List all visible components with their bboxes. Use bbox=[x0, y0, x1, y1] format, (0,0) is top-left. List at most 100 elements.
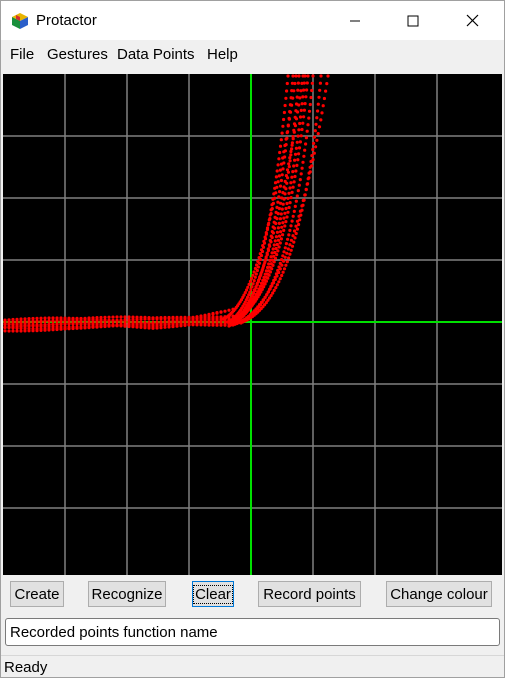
gesture-point bbox=[272, 288, 276, 292]
gesture-point bbox=[306, 182, 310, 186]
gesture-point bbox=[207, 313, 211, 317]
gesture-point bbox=[322, 96, 326, 101]
gesture-point bbox=[268, 287, 272, 291]
gesture-point bbox=[294, 146, 298, 150]
gesture-point bbox=[292, 89, 296, 93]
function-name-input[interactable] bbox=[5, 618, 500, 646]
gesture-point bbox=[261, 278, 265, 282]
menu-gestures[interactable]: Gestures bbox=[47, 46, 108, 63]
gesture-point bbox=[47, 319, 51, 323]
gesture-point bbox=[103, 315, 107, 319]
gesture-point bbox=[199, 315, 203, 319]
gesture-point bbox=[27, 329, 31, 333]
change-colour-button[interactable]: Change colour bbox=[386, 581, 492, 607]
gesture-point bbox=[283, 179, 287, 183]
gesture-point bbox=[23, 326, 27, 331]
gesture-point bbox=[296, 134, 300, 138]
gesture-point bbox=[284, 96, 288, 100]
gesture-point bbox=[7, 322, 11, 326]
gesture-point bbox=[296, 81, 300, 85]
gesture-point bbox=[27, 317, 31, 321]
gesture-point bbox=[159, 324, 163, 328]
gesture-point bbox=[282, 110, 286, 115]
menu-help[interactable]: Help bbox=[207, 46, 238, 63]
gesture-point bbox=[256, 278, 261, 282]
gesture-point bbox=[271, 231, 275, 235]
gesture-point bbox=[278, 190, 282, 194]
gesture-point bbox=[274, 246, 278, 251]
gesture-point bbox=[284, 137, 288, 141]
gesture-point bbox=[253, 288, 257, 292]
gesture-point bbox=[223, 323, 227, 327]
gesture-point bbox=[259, 248, 264, 252]
window-title: Protactor bbox=[36, 12, 97, 29]
gesture-point bbox=[179, 317, 183, 322]
maximize-button[interactable] bbox=[390, 1, 436, 40]
gesture-point bbox=[99, 322, 103, 326]
gesture-point bbox=[296, 110, 300, 114]
gesture-point bbox=[251, 282, 255, 286]
gesture-point bbox=[269, 262, 273, 266]
recognize-button[interactable]: Recognize bbox=[88, 581, 166, 607]
title-bar[interactable]: Protactor bbox=[1, 1, 504, 40]
drawing-canvas[interactable] bbox=[3, 74, 502, 575]
gesture-point bbox=[67, 316, 71, 320]
gesture-point bbox=[300, 166, 304, 170]
gesture-point bbox=[290, 219, 294, 223]
close-button[interactable] bbox=[449, 1, 495, 40]
gesture-point bbox=[87, 325, 91, 329]
gesture-point bbox=[131, 324, 135, 328]
gesture-point bbox=[287, 165, 291, 169]
gesture-point bbox=[276, 238, 280, 242]
gesture-point bbox=[255, 295, 259, 299]
gesture-point bbox=[275, 205, 279, 209]
gesture-point bbox=[87, 321, 91, 325]
gesture-point bbox=[275, 283, 279, 287]
gesture-point bbox=[303, 148, 307, 152]
gesture-point bbox=[264, 269, 268, 273]
gesture-point bbox=[11, 329, 15, 333]
gesture-point bbox=[297, 74, 301, 78]
menu-file[interactable]: File bbox=[10, 46, 35, 63]
gesture-point bbox=[281, 191, 285, 195]
gesture-point bbox=[19, 324, 23, 328]
gesture-point bbox=[275, 230, 279, 234]
gesture-point bbox=[270, 251, 274, 255]
gesture-point bbox=[51, 316, 55, 320]
gesture-point bbox=[285, 81, 289, 86]
create-button[interactable]: Create bbox=[10, 581, 64, 607]
gesture-point bbox=[254, 307, 258, 311]
gesture-point bbox=[291, 170, 295, 174]
gesture-point bbox=[278, 184, 283, 188]
gesture-point bbox=[247, 282, 251, 286]
gesture-point bbox=[272, 243, 276, 247]
gesture-point bbox=[107, 315, 111, 319]
gesture-point bbox=[23, 319, 27, 323]
gesture-point bbox=[258, 303, 262, 307]
gesture-point bbox=[248, 279, 252, 284]
menu-data-points[interactable]: Data Points bbox=[117, 46, 195, 63]
gesture-point bbox=[280, 273, 284, 278]
gesture-point bbox=[266, 290, 271, 294]
gesture-point bbox=[294, 199, 298, 203]
gesture-point bbox=[123, 315, 127, 319]
clear-button[interactable]: Clear bbox=[192, 581, 234, 607]
minimize-button[interactable] bbox=[332, 1, 378, 40]
gesture-point bbox=[91, 325, 95, 329]
gesture-point bbox=[273, 250, 277, 255]
gesture-point bbox=[257, 256, 261, 260]
gesture-point bbox=[281, 124, 285, 128]
gesture-point bbox=[67, 327, 71, 331]
gesture-point bbox=[318, 81, 322, 85]
gesture-point bbox=[308, 170, 312, 174]
gesture-point bbox=[295, 219, 300, 223]
gesture-point bbox=[280, 173, 284, 177]
gesture-point bbox=[274, 235, 278, 239]
gesture-point bbox=[325, 82, 329, 86]
record-points-button[interactable]: Record points bbox=[258, 581, 361, 607]
gesture-point bbox=[298, 209, 302, 213]
gesture-point bbox=[258, 275, 262, 279]
gesture-point bbox=[276, 249, 280, 253]
gesture-point bbox=[307, 109, 312, 113]
gesture-point bbox=[286, 247, 290, 251]
